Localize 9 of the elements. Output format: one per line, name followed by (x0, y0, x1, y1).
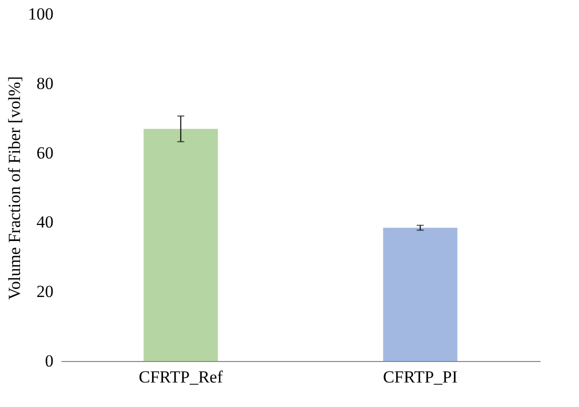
y-tick-label: 40 (36, 212, 54, 232)
y-tick-label: 100 (28, 4, 54, 24)
y-tick-label: 80 (36, 74, 54, 93)
x-tick-label: CFRTP_Ref (138, 368, 224, 386)
y-tick-label: 20 (36, 282, 54, 302)
y-tick-label: 0 (45, 352, 54, 370)
x-tick-label: CFRTP_PI (382, 368, 458, 386)
y-axis-title: Volume Fraction of Fiber [vol%] (5, 76, 24, 300)
y-tick-label: 60 (36, 143, 54, 162)
